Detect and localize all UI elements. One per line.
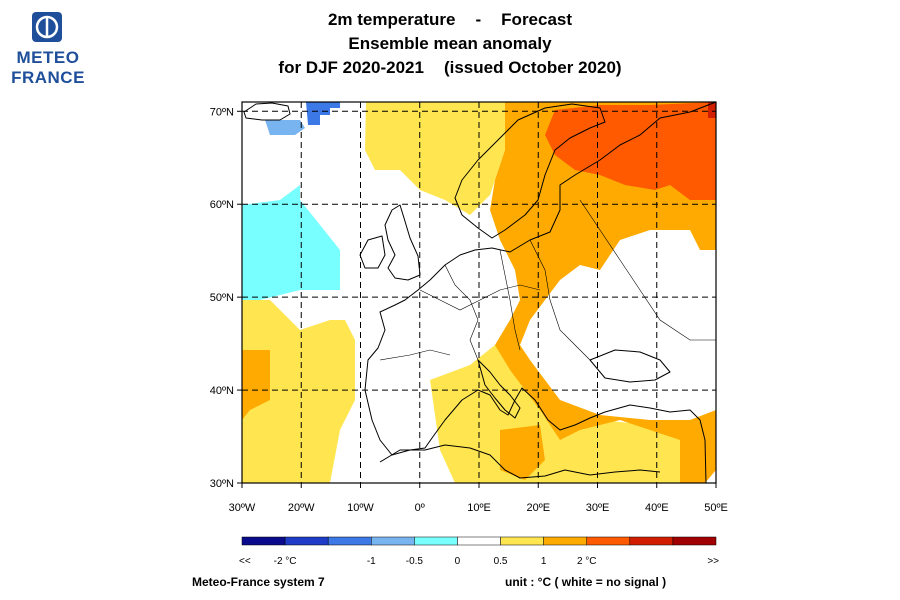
title-line1: 2m temperature - Forecast — [210, 9, 690, 31]
legend-tick-label: -0.5 — [406, 556, 424, 567]
coastline-italy — [477, 359, 521, 419]
lon-tick-label: 0º — [415, 502, 425, 514]
lat-tick-label: 50ºN — [210, 292, 234, 304]
anomaly-region — [708, 102, 716, 118]
anomaly-region — [242, 300, 355, 483]
graticule-layer — [237, 102, 717, 488]
anomaly-region — [265, 120, 305, 135]
lon-tick-label: 40ºE — [645, 502, 669, 514]
coastline-iceland — [243, 102, 291, 121]
title-line2: Ensemble mean anomaly — [348, 34, 552, 53]
title-forecast: Forecast — [501, 10, 573, 29]
map-frame — [241, 101, 717, 484]
border — [419, 284, 541, 311]
anomaly-region — [545, 102, 716, 200]
legend-swatch — [500, 536, 544, 546]
legend-tick-label: 0.5 — [494, 556, 508, 567]
lat-tick-label: 30ºN — [210, 478, 234, 490]
legend-swatch — [371, 536, 415, 546]
legend-tick-label: -2 °C — [274, 556, 297, 567]
lon-tick-label: 30ºE — [586, 502, 610, 514]
legend-swatch — [586, 536, 631, 546]
legend-swatch — [284, 536, 329, 546]
legend-tick-label: 1 — [541, 556, 547, 567]
lat-tick-label: 40ºN — [210, 385, 234, 397]
anomaly-region — [242, 185, 340, 300]
unit-label: unit : °C ( white = no signal ) — [505, 575, 667, 589]
legend-swatch — [414, 536, 458, 546]
border — [379, 349, 451, 361]
coastline-continent — [364, 101, 717, 484]
coastline-scandinavia — [454, 103, 606, 239]
border — [579, 199, 716, 341]
title-issued: (issued October 2020) — [443, 58, 622, 77]
legend-swatch — [629, 536, 674, 546]
lon-tick-label: 10ºW — [347, 502, 374, 514]
lon-tick-label: 20ºW — [288, 502, 315, 514]
legend-tick-label: 0 — [455, 556, 461, 567]
title-season: for DJF 2020-2021 — [278, 58, 424, 77]
longitude-labels: 30ºW 20ºW 10ºW 0º 10ºE 20ºE 30ºE 40ºE 50ºE — [229, 502, 728, 514]
title-separator: - — [475, 10, 482, 29]
legend-swatch — [241, 536, 286, 546]
title-variable: 2m temperature — [327, 10, 456, 29]
legend-swatch — [327, 536, 372, 546]
latitude-labels: 70ºN 60ºN 50ºN 40ºN 30ºN — [210, 106, 234, 490]
anomaly-region — [365, 102, 505, 215]
lat-tick-label: 60ºN — [210, 199, 234, 211]
logo-text-line2: FRANCE — [11, 68, 85, 87]
lat-tick-label: 70ºN — [210, 106, 234, 118]
legend-colorbar — [241, 536, 717, 546]
border — [529, 239, 591, 361]
anomaly-region — [490, 102, 716, 483]
model-system-label: Meteo-France system 7 — [192, 575, 325, 589]
legend-tick-label: << — [239, 556, 251, 567]
logo-text-line1: METEO — [16, 48, 80, 67]
coastline-north-africa — [379, 444, 661, 479]
lon-tick-label: 50ºE — [704, 502, 728, 514]
anomaly-region — [242, 350, 270, 420]
anomaly-fill-layer — [242, 102, 716, 483]
anomaly-region — [306, 102, 340, 125]
legend-swatch — [457, 536, 501, 546]
border — [444, 264, 479, 361]
anomaly-map: 70ºN 60ºN 50ºN 40ºN 30ºN 30ºW 20ºW 10ºW 0º 10ºE 2… — [210, 101, 728, 567]
coastline-ireland — [359, 235, 386, 269]
title-line3: for DJF 2020-2021 (issued October 2020) — [210, 57, 690, 79]
legend-labels: << -2 °C -1 -0.5 0 0.5 1 2 °C >> — [239, 556, 719, 567]
lon-tick-label: 30ºW — [229, 502, 256, 514]
coastline-great-britain — [384, 204, 421, 281]
lon-tick-label: 20ºE — [526, 502, 550, 514]
meteo-france-logo: METEO FRANCE — [8, 8, 88, 90]
legend-swatch — [672, 536, 717, 546]
lon-tick-label: 10ºE — [467, 502, 491, 514]
legend-tick-label: 2 °C — [577, 556, 597, 567]
legend-swatch — [543, 536, 587, 546]
border — [499, 249, 521, 351]
legend-tick-label: -1 — [367, 556, 376, 567]
anomaly-region — [500, 425, 545, 480]
legend-tick-label: >> — [707, 556, 719, 567]
meteo-france-logo-icon — [32, 12, 62, 42]
coastline-black-sea — [589, 349, 671, 383]
